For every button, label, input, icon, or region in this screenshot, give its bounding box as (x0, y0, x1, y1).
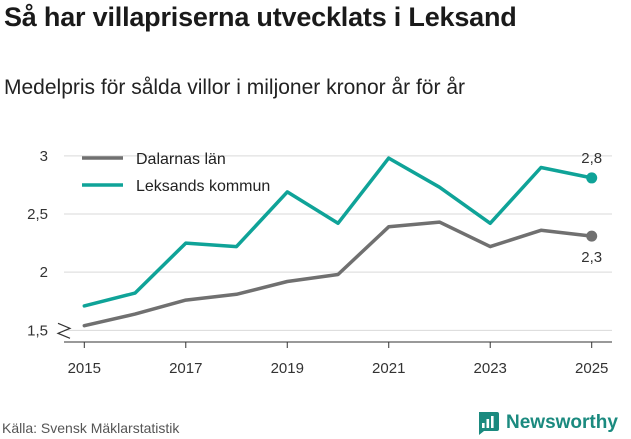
y-tick-label: 2,5 (27, 206, 48, 223)
axis-layer: 1,5 2 2,5 3 2015 2017 2019 2021 2023 2025 (27, 148, 612, 377)
x-tick-label: 2017 (169, 360, 202, 377)
newsworthy-logo-icon (479, 412, 499, 435)
chart-subtitle: Medelpris för sålda villor i miljoner kr… (4, 76, 465, 99)
y-tick-label: 3 (40, 148, 48, 165)
series-line-0 (82, 220, 594, 328)
x-tick-label: 2021 (372, 360, 405, 377)
chart-title: Så har villapriserna utvecklats i Leksan… (4, 2, 517, 32)
series-end-label-1: 2,8 (581, 150, 602, 167)
x-tick-label: 2015 (68, 360, 101, 377)
legend-label-1: Leksands kommun (136, 178, 270, 195)
brand-name: Newsworthy (506, 412, 618, 433)
y-tick-label: 1,5 (27, 322, 48, 339)
source-note: Källa: Svensk Mäklarstatistik (2, 420, 180, 436)
x-tick-label: 2025 (575, 360, 608, 377)
series-end-marker-1 (586, 172, 598, 184)
x-tick-label: 2019 (271, 360, 304, 377)
y-tick-label: 2 (40, 264, 48, 281)
axis-break-icon (56, 322, 72, 339)
legend: Dalarnas län Leksands kommun (82, 151, 270, 195)
series-end-marker-0 (586, 230, 598, 242)
x-tick-label: 2023 (474, 360, 507, 377)
series-layer: 2,3 2,8 (82, 150, 602, 328)
series-line-1 (82, 156, 594, 308)
legend-label-0: Dalarnas län (136, 151, 226, 168)
brand-logo[interactable]: Newsworthy (476, 409, 618, 437)
series-end-label-0: 2,3 (581, 249, 602, 266)
